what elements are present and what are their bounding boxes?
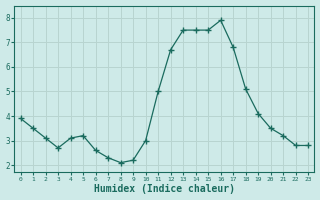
X-axis label: Humidex (Indice chaleur): Humidex (Indice chaleur): [94, 184, 235, 194]
